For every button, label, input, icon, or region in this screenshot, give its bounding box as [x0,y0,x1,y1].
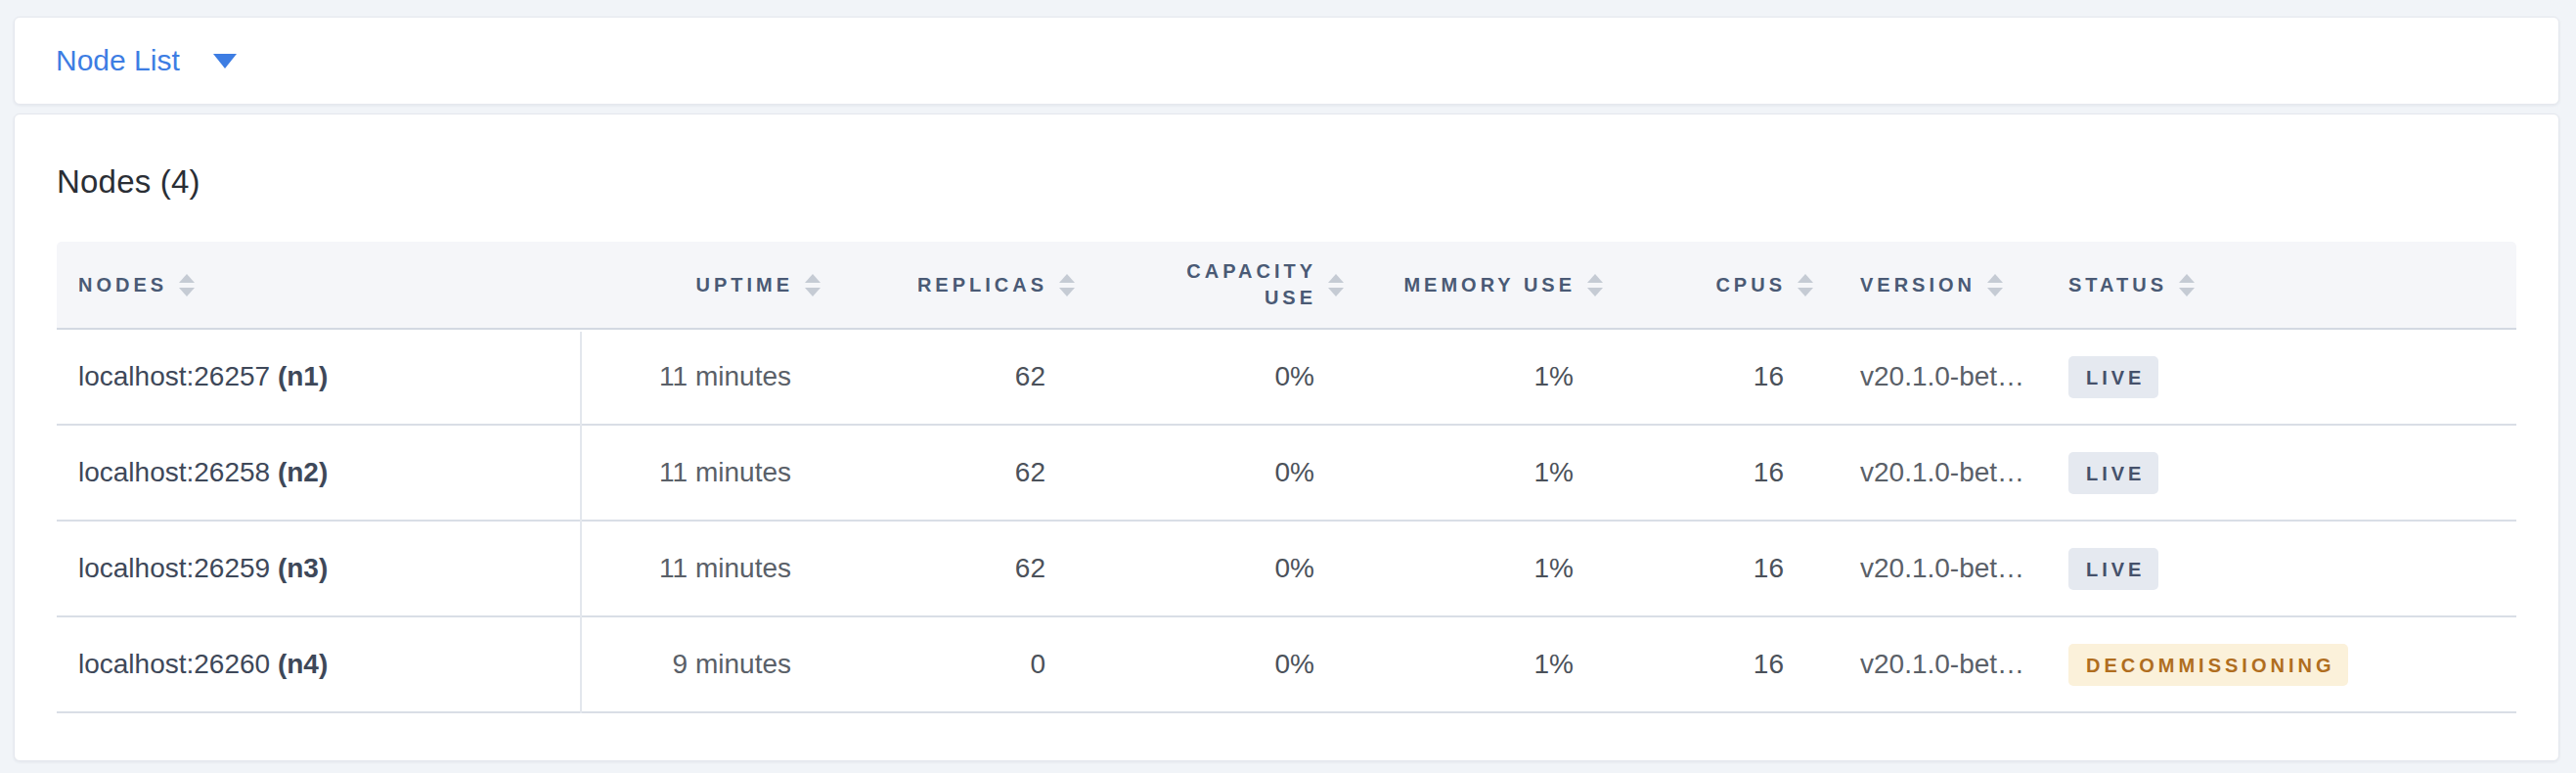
cell-memory-use: 1% [1336,426,1595,522]
node-id: (n3) [278,553,328,583]
view-selector-bar: Node List [14,17,2559,105]
sort-icon [1798,274,1813,296]
sort-icon [179,274,195,296]
cell-version: v20.1.0-bet… [1805,426,2045,522]
page: Node List Nodes (4) NODESUPTIMEREPLICASC… [0,0,2576,761]
cell-capacity-use: 0% [1067,330,1336,426]
column-header-memory_use[interactable]: MEMORY USE [1336,242,1595,330]
cell-replicas: 62 [813,330,1067,426]
caret-down-icon [213,54,237,68]
cell-capacity-use: 0% [1067,426,1336,522]
column-header-uptime[interactable]: UPTIME [580,242,813,330]
cell-memory-use: 1% [1336,522,1595,617]
status-badge: DECOMMISSIONING [2068,644,2348,686]
node-address: localhost:26257 [78,361,270,391]
cell-memory-use: 1% [1336,617,1595,713]
cell-uptime: 11 minutes [580,522,813,617]
cell-capacity-use: 0% [1067,522,1336,617]
table-row[interactable]: localhost:26257 (n1) 11 minutes 62 0% 1%… [57,330,2516,426]
cell-uptime: 11 minutes [580,426,813,522]
node-address: localhost:26258 [78,457,270,487]
table-row[interactable]: localhost:26260 (n4) 9 minutes 0 0% 1% 1… [57,617,2516,713]
table-row[interactable]: localhost:26258 (n2) 11 minutes 62 0% 1%… [57,426,2516,522]
node-table-wrap: NODESUPTIMEREPLICASCAPACITY USEMEMORY US… [57,242,2516,713]
table-header-row: NODESUPTIMEREPLICASCAPACITY USEMEMORY US… [57,242,2516,330]
sort-icon [1587,274,1603,296]
table-row[interactable]: localhost:26259 (n3) 11 minutes 62 0% 1%… [57,522,2516,617]
node-id: (n1) [278,361,328,391]
sort-icon [2179,274,2195,296]
sort-icon [1059,274,1075,296]
nodes-card: Nodes (4) NODESUPTIMEREPLICASCAPACITY US… [14,114,2559,761]
cell-replicas: 0 [813,617,1067,713]
cell-cpus: 16 [1595,330,1805,426]
status-badge: LIVE [2068,548,2158,590]
cell-version: v20.1.0-bet… [1805,522,2045,617]
cell-cpus: 16 [1595,426,1805,522]
page-title: Nodes (4) [57,160,2516,204]
node-id: (n2) [278,457,328,487]
column-header-cpus[interactable]: CPUS [1595,242,1805,330]
column-header-version[interactable]: VERSION [1805,242,2045,330]
view-dropdown[interactable]: Node List [56,46,237,75]
sort-icon [1328,274,1344,296]
sort-icon [805,274,821,296]
cell-version: v20.1.0-bet… [1805,617,2045,713]
cell-cpus: 16 [1595,617,1805,713]
column-header-status[interactable]: STATUS [2045,242,2516,330]
node-address: localhost:26259 [78,553,270,583]
status-badge: LIVE [2068,356,2158,398]
cell-version: v20.1.0-bet… [1805,330,2045,426]
cell-cpus: 16 [1595,522,1805,617]
column-header-capacity_use[interactable]: CAPACITY USE [1067,242,1336,330]
sort-icon [1987,274,2003,296]
view-dropdown-label: Node List [56,46,180,75]
cell-memory-use: 1% [1336,330,1595,426]
node-address: localhost:26260 [78,649,270,679]
column-header-replicas[interactable]: REPLICAS [813,242,1067,330]
cell-replicas: 62 [813,426,1067,522]
cell-replicas: 62 [813,522,1067,617]
cell-uptime: 9 minutes [580,617,813,713]
node-table: NODESUPTIMEREPLICASCAPACITY USEMEMORY US… [57,242,2516,713]
node-id: (n4) [278,649,328,679]
cell-uptime: 11 minutes [580,330,813,426]
cell-capacity-use: 0% [1067,617,1336,713]
column-header-nodes[interactable]: NODES [57,242,580,330]
status-badge: LIVE [2068,452,2158,494]
